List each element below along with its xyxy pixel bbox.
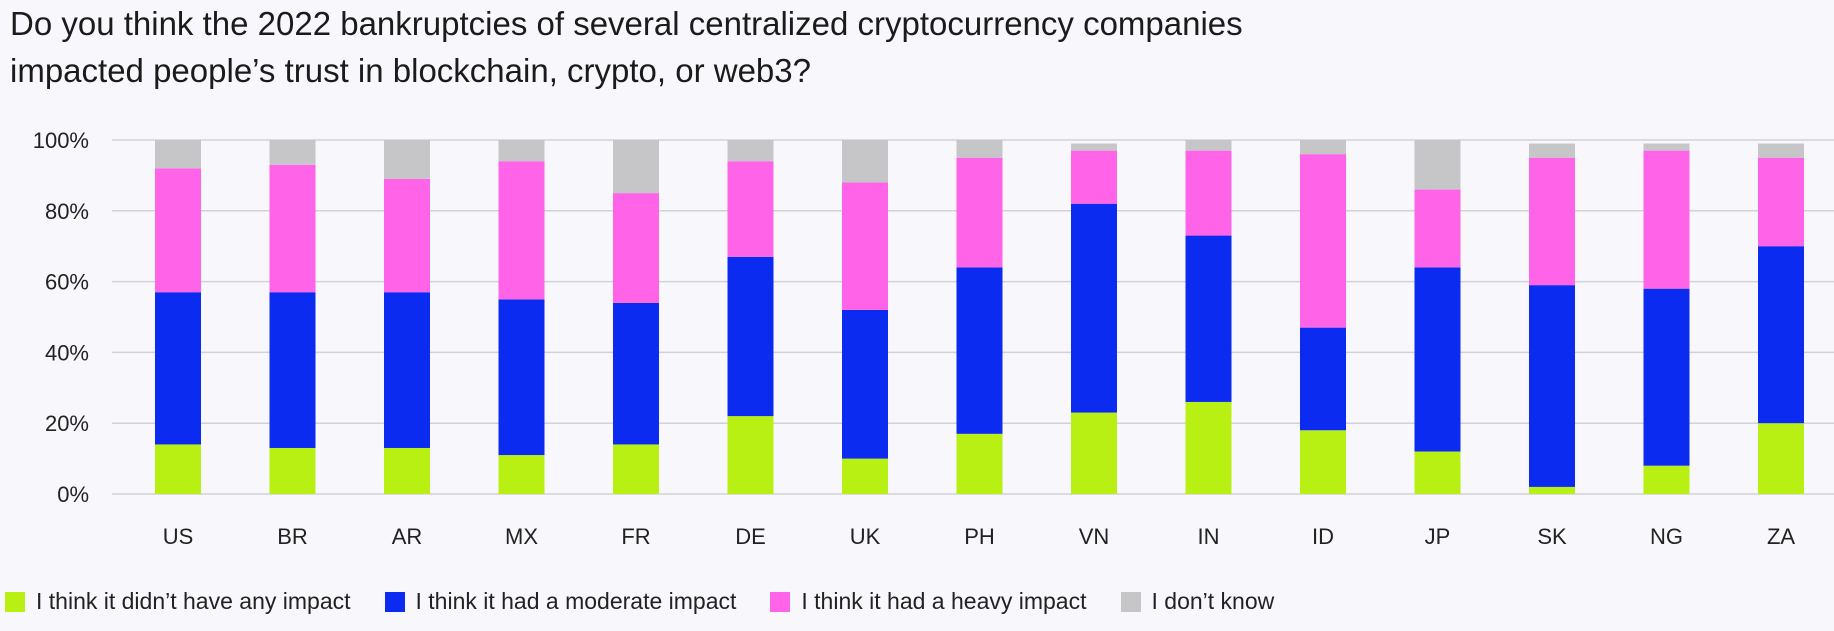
bar-segment-fr-1 [613, 444, 659, 494]
bar-segment-vn-4 [1071, 143, 1117, 151]
x-tick-label: MX [505, 524, 538, 549]
x-tick-label: VN [1079, 524, 1110, 549]
bar-segment-in-1 [1185, 401, 1232, 494]
bar-segment-uk-4 [842, 140, 888, 183]
bar-segment-uk-2 [842, 309, 888, 459]
bar-segment-ng-1 [1643, 465, 1690, 494]
bar-segment-de-3 [727, 161, 774, 257]
legend-label: I think it had a moderate impact [415, 588, 737, 614]
bar-segment-us-1 [155, 444, 201, 494]
bar-segment-mx-4 [498, 140, 545, 162]
x-tick-label: UK [850, 524, 881, 549]
labels-layer: 0% 20% 40% 60% 80% 100% US BR AR MX FR DE UK PH VN IN ID… [33, 128, 1796, 549]
bar-segment-id-4 [1300, 140, 1346, 155]
bar-segment-br-4 [269, 140, 316, 165]
bar-segment-jp-1 [1414, 451, 1461, 494]
bar-segment-us-4 [155, 140, 201, 169]
legend-item: I think it had a moderate impact [384, 588, 737, 615]
legend: I think it didn’t have any impact I think… [5, 588, 1308, 615]
bar-segment-za-1 [1758, 423, 1804, 494]
y-tick-label: 80% [45, 199, 89, 224]
bar-segment-sk-3 [1529, 157, 1575, 286]
bar-segment-ng-2 [1643, 288, 1690, 466]
bar-segment-mx-3 [498, 161, 545, 300]
bar-segment-id-3 [1300, 154, 1346, 328]
x-tick-label: ID [1312, 524, 1334, 549]
bar-segment-ar-2 [384, 292, 430, 448]
y-tick-label: 100% [33, 128, 89, 153]
legend-swatch [5, 591, 25, 612]
x-tick-label: FR [621, 524, 650, 549]
x-tick-label: DE [735, 524, 766, 549]
legend-item: I think it had a heavy impact [770, 588, 1087, 615]
bar-segment-us-3 [155, 168, 201, 293]
legend-swatch [770, 591, 791, 612]
x-tick-label: IN [1198, 524, 1220, 549]
bar-segment-fr-3 [613, 193, 659, 303]
bar-segment-us-2 [155, 292, 201, 445]
bar-segment-in-2 [1185, 235, 1232, 402]
legend-item: I don’t know [1120, 588, 1275, 615]
legend-label: I think it had a heavy impact [801, 588, 1087, 614]
bar-segment-id-1 [1300, 430, 1346, 494]
legend-label: I think it didn’t have any impact [36, 588, 351, 614]
bar-segment-ng-4 [1643, 143, 1690, 151]
chart-title: Do you think the 2022 bankruptcies of se… [10, 5, 1243, 89]
x-tick-label: PH [964, 524, 995, 549]
bar-segment-in-3 [1185, 150, 1232, 236]
bar-segment-jp-2 [1414, 267, 1461, 452]
bar-segment-uk-1 [842, 458, 888, 494]
y-tick-label: 0% [57, 482, 89, 507]
bar-segment-za-4 [1758, 143, 1804, 158]
x-tick-label: SK [1537, 524, 1567, 549]
bar-segment-id-2 [1300, 327, 1346, 431]
bar-segment-vn-1 [1071, 412, 1117, 494]
legend-label: I don’t know [1151, 588, 1275, 614]
bar-segment-ph-3 [956, 157, 1003, 268]
bar-segment-br-3 [269, 164, 316, 293]
bar-segment-sk-2 [1529, 285, 1575, 487]
x-tick-label: AR [392, 524, 423, 549]
bar-segment-ph-4 [956, 140, 1003, 158]
bar-segment-fr-2 [613, 302, 659, 445]
bar-segment-br-1 [269, 447, 316, 494]
bar-segment-fr-4 [613, 140, 659, 194]
bar-segment-ng-3 [1643, 150, 1690, 289]
bar-segment-jp-3 [1414, 189, 1461, 268]
bar-segment-za-2 [1758, 246, 1804, 424]
bar-segment-mx-1 [498, 455, 545, 494]
bar-segment-br-2 [269, 292, 316, 448]
bar-segment-jp-4 [1414, 140, 1461, 190]
bar-segment-vn-3 [1071, 150, 1117, 204]
legend-swatch [384, 591, 405, 612]
x-tick-label: NG [1650, 524, 1683, 549]
bar-segment-za-3 [1758, 157, 1804, 247]
y-tick-label: 40% [45, 340, 89, 365]
legend-swatch [1120, 591, 1141, 612]
bar-segment-ar-3 [384, 178, 430, 293]
y-tick-label: 20% [45, 411, 89, 436]
y-tick-label: 60% [45, 270, 89, 295]
bar-segment-ar-4 [384, 140, 430, 179]
x-tick-label: BR [277, 524, 308, 549]
bar-segment-ar-1 [384, 447, 430, 494]
legend-item: I think it didn’t have any impact [5, 588, 351, 615]
bar-segment-sk-1 [1529, 486, 1575, 494]
bar-segment-de-1 [727, 416, 774, 494]
bar-segment-de-4 [727, 140, 774, 162]
bar-segment-sk-4 [1529, 143, 1575, 158]
bar-segment-de-2 [727, 256, 774, 417]
bar-segment-uk-3 [842, 182, 888, 310]
bars-layer [155, 140, 1804, 494]
x-tick-label: JP [1425, 524, 1451, 549]
bar-segment-vn-2 [1071, 203, 1117, 413]
x-tick-label: US [163, 524, 194, 549]
bar-segment-in-4 [1185, 140, 1232, 151]
bar-segment-ph-2 [956, 267, 1003, 434]
bar-segment-ph-1 [956, 433, 1003, 494]
x-tick-label: ZA [1767, 524, 1795, 549]
bar-segment-mx-2 [498, 299, 545, 456]
